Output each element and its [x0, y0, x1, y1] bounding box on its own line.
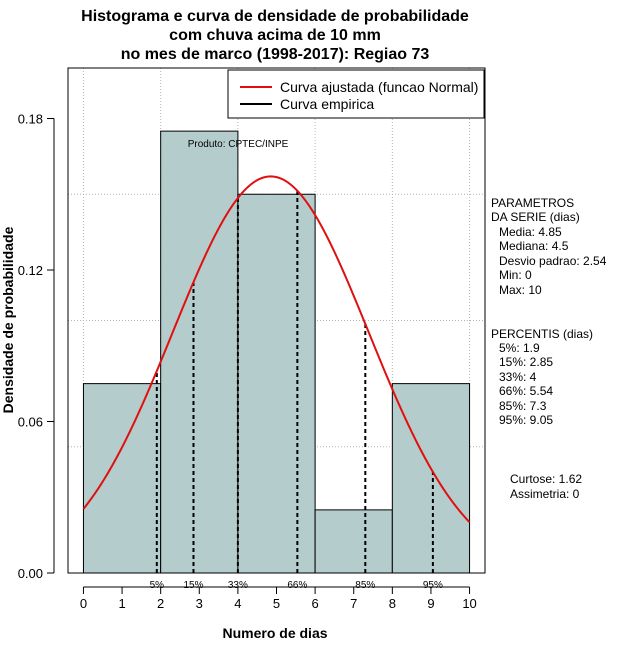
legend-label-normal: Curva ajustada (funcao Normal): [280, 79, 478, 95]
histogram-bar: [160, 130, 239, 574]
side-param-line: PARAMETROS: [491, 196, 574, 210]
percentile-label: 5%: [150, 580, 165, 591]
normal-curve-line: [82, 175, 471, 523]
percentile-label: 33%: [228, 580, 248, 591]
histogram-bar: [391, 383, 471, 574]
legend: Curva ajustada (funcao Normal) Curva emp…: [227, 69, 485, 119]
side-param-line: Mediana: 4.5: [499, 239, 569, 253]
side-percentil-line: 85%: 7.3: [499, 399, 547, 413]
normal-curve: [82, 175, 471, 523]
percentile-label: 95%: [423, 580, 443, 591]
side-percentil-line: 5%: 1.9: [499, 341, 540, 355]
side-param-line: Min: 0: [499, 268, 532, 282]
x-tick-label: 10: [462, 596, 476, 611]
legend-box: [227, 69, 485, 119]
side-percentil-line: PERCENTIS (dias): [491, 327, 593, 341]
chart-title-line-3: no mes de marco (1998-2017): Regiao 73: [121, 46, 430, 63]
histogram-bar: [82, 383, 162, 574]
source-note: Produto: CPTEC/INPE: [188, 139, 289, 150]
histogram-bars: [82, 130, 471, 574]
histogram-bar: [237, 193, 316, 574]
percentile-label: 15%: [183, 580, 203, 591]
side-stat-kurtosis: Curtose: 1.62: [510, 472, 582, 486]
x-tick-label: 8: [389, 596, 396, 611]
legend-label-empirical: Curva empirica: [280, 96, 374, 112]
x-tick-label: 3: [196, 596, 203, 611]
x-tick-label: 9: [427, 596, 434, 611]
side-param-line: DA SERIE (dias): [491, 210, 580, 224]
x-tick-label: 1: [118, 596, 125, 611]
percentile-lines: 5% 15% 33% 66% 85% 95%: [150, 190, 443, 591]
percentile-label: 85%: [355, 580, 375, 591]
x-tick-label: 2: [157, 596, 164, 611]
side-percentil-line: 95%: 9.05: [499, 413, 553, 427]
side-param-line: Max: 10: [499, 283, 542, 297]
side-percentil-line: 33%: 4: [499, 370, 537, 384]
axes: 0 1 2 3 4 5 6 7 8 9 10 0.00 0.06 0.12 0.18: [18, 112, 477, 612]
y-tick-label: 0.06: [18, 415, 43, 430]
x-tick-label: 0: [80, 596, 87, 611]
y-tick-label: 0.00: [18, 566, 43, 581]
side-percentis: PERCENTIS (dias) 5%: 1.9 15%: 2.85 33%: …: [491, 327, 593, 427]
side-param-line: Media: 4.85: [499, 225, 562, 239]
side-parameters: PARAMETROS DA SERIE (dias) Media: 4.85 M…: [491, 196, 607, 297]
side-percentil-line: 15%: 2.85: [499, 355, 553, 369]
x-tick-label: 5: [273, 596, 280, 611]
histogram-bar: [314, 509, 393, 574]
plot-frame: [67, 67, 486, 574]
side-percentil-line: 66%: 5.54: [499, 384, 553, 398]
side-stats: Curtose: 1.62 Assimetria: 0: [510, 472, 582, 501]
y-axis-label: Densidade de probabilidade: [0, 226, 16, 413]
x-axis-label: Numero de dias: [222, 625, 327, 641]
y-tick-label: 0.12: [18, 263, 43, 278]
side-stat-skewness: Assimetria: 0: [510, 487, 580, 501]
x-tick-label: 4: [234, 596, 241, 611]
x-tick-label: 7: [350, 596, 357, 611]
chart-title-line-1: Histograma e curva de densidade de proba…: [81, 8, 469, 25]
x-tick-label: 6: [311, 596, 318, 611]
side-param-line: Desvio padrao: 2.54: [499, 254, 607, 268]
percentile-label: 66%: [287, 580, 307, 591]
chart-title-line-2: com chuva acima de 10 mm: [169, 27, 381, 44]
y-tick-label: 0.18: [18, 112, 43, 127]
